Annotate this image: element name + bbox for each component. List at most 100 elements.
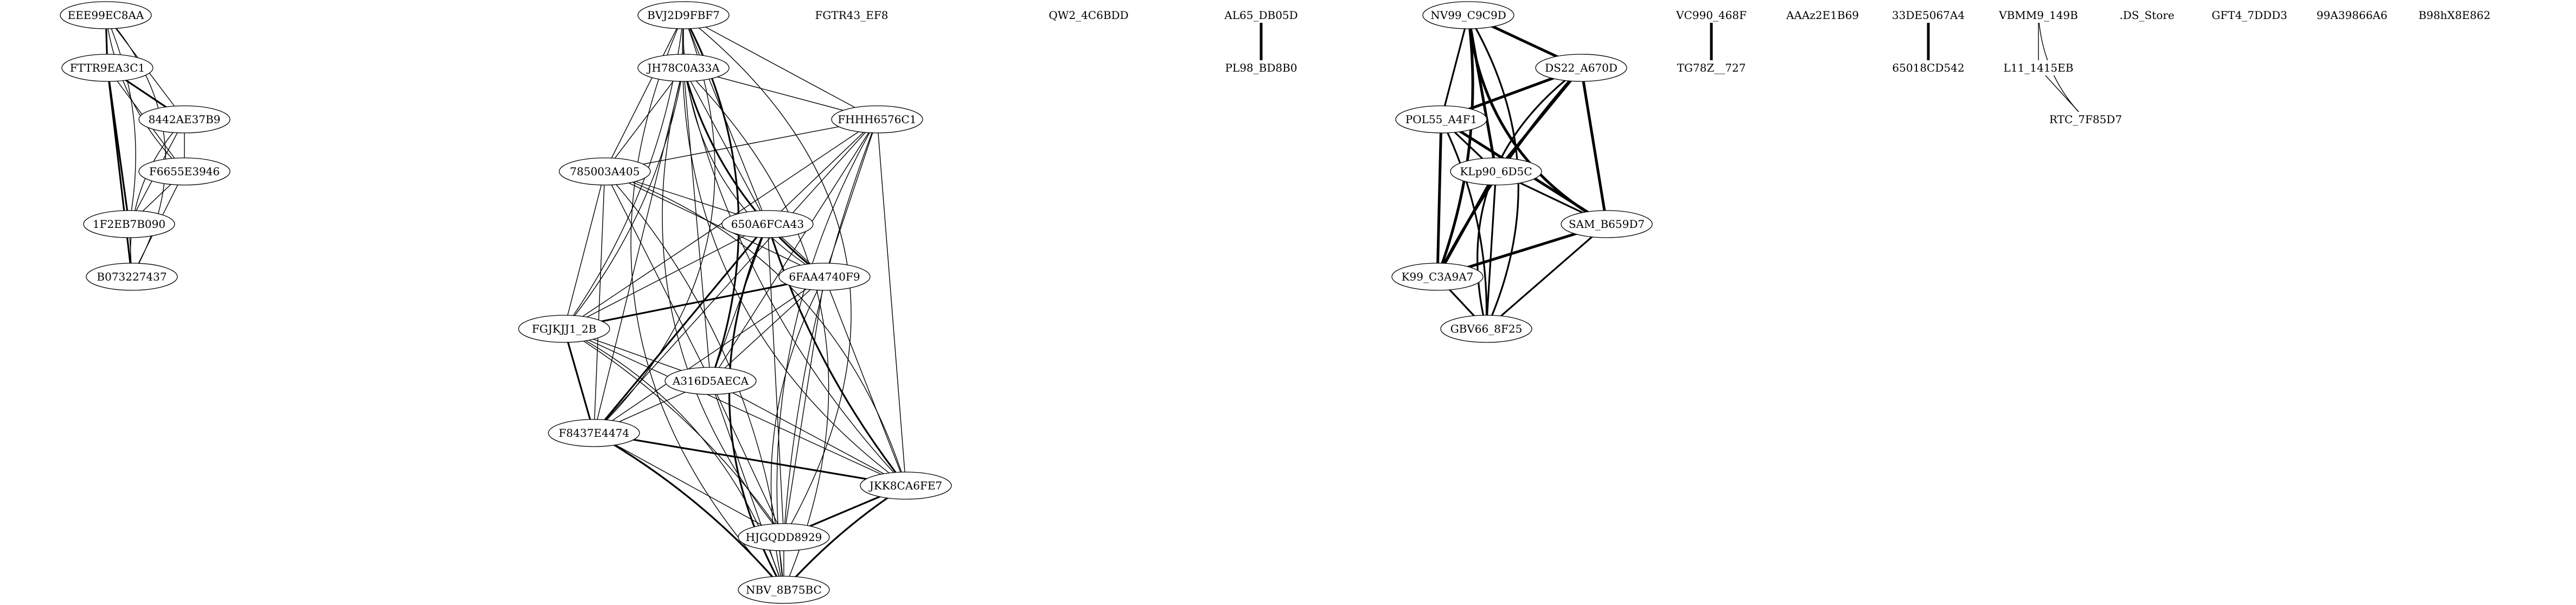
node-label: SAM_B659D7 bbox=[1569, 218, 1645, 231]
node-label-background bbox=[1052, 8, 1126, 23]
edge-bvj2d9fbf7-to-fhhh6576c1 bbox=[683, 15, 878, 120]
node-f6655e3946[interactable]: F6655E3946 bbox=[138, 157, 231, 186]
node-1f2eb7b090[interactable]: 1F2EB7B090 bbox=[83, 210, 175, 238]
node-65018cd542[interactable]: 65018CD542 bbox=[1891, 60, 1965, 75]
node-label: HJGQDD8929 bbox=[746, 531, 822, 544]
edge-jh78c0a33a-to-nbv-8b75bc bbox=[683, 67, 829, 590]
node-gft4-7ddd3[interactable]: GFT4_7DDD3 bbox=[2211, 8, 2287, 23]
node-label: EEE99EC8AA bbox=[68, 9, 144, 22]
node-33de5067a4[interactable]: 33DE5067A4 bbox=[1891, 8, 1965, 23]
edge-fhhh6576c1-to-785003a405 bbox=[604, 119, 878, 172]
node-ellipse bbox=[721, 210, 814, 238]
node-label-background bbox=[1786, 8, 1859, 23]
node-pol55-a4f1[interactable]: POL55_A4F1 bbox=[1395, 105, 1487, 133]
edge-fhhh6576c1-to-jkk8ca6fe7 bbox=[877, 119, 906, 486]
node-8442ae37b9[interactable]: 8442AE37B9 bbox=[138, 105, 231, 133]
node-label: F8437E4474 bbox=[559, 426, 629, 440]
node-650a6fca43[interactable]: 650A6FCA43 bbox=[721, 210, 814, 238]
node-vbmm9-149b[interactable]: VBMM9_149B bbox=[1998, 8, 2078, 23]
node-label: NBV_8B75BC bbox=[746, 583, 822, 596]
node-rtc-7f85d7[interactable]: RTC_7F85D7 bbox=[2049, 112, 2123, 127]
node-label-background bbox=[815, 8, 889, 23]
node-sam-b659d7[interactable]: SAM_B659D7 bbox=[1561, 210, 1653, 238]
node-tg78z-727[interactable]: TG78Z__727 bbox=[1674, 60, 1748, 75]
node-label: POL55_A4F1 bbox=[1405, 113, 1477, 126]
node-al65-db05d[interactable]: AL65_DB05D bbox=[1224, 8, 1298, 23]
edge-6faa4740f9-to-hjgqdd8929 bbox=[783, 276, 825, 538]
node-label: 65018CD542 bbox=[1892, 61, 1964, 74]
node-ellipse bbox=[664, 367, 757, 395]
node-a316d5aeca[interactable]: A316D5AECA bbox=[664, 367, 757, 395]
node-vc990-468f[interactable]: VC990_468F bbox=[1674, 8, 1748, 23]
node-label: GBV66_8F25 bbox=[1450, 322, 1523, 335]
node-fgjkjj1-2b[interactable]: FGJKJJ1_2B bbox=[518, 315, 610, 343]
node-fgtr43-ef8[interactable]: FGTR43_EF8 bbox=[815, 8, 889, 23]
edge-785003a405-to-jkk8ca6fe7 bbox=[604, 171, 906, 486]
edge-650a6fca43-to-f8437e4474 bbox=[593, 223, 769, 434]
edge-6faa4740f9-to-fgjkjj1-2b bbox=[564, 276, 825, 330]
node-nbv-8b75bc[interactable]: NBV_8B75BC bbox=[738, 576, 830, 604]
edge-klp90-6d5c-to-k99-c3a9a7 bbox=[1436, 170, 1498, 278]
node-ds-store[interactable]: .DS_Store bbox=[2113, 8, 2181, 23]
node-785003a405[interactable]: 785003A405 bbox=[559, 157, 651, 186]
edge-pol55-a4f1-to-gbv66-8f25 bbox=[1440, 119, 1488, 329]
edge-jh78c0a33a-to-f8437e4474 bbox=[593, 67, 684, 434]
node-ellipse bbox=[1422, 1, 1514, 29]
node-label-background bbox=[1224, 8, 1298, 23]
node-b073227437[interactable]: B073227437 bbox=[86, 263, 178, 291]
node-f8437e4474[interactable]: F8437E4474 bbox=[548, 419, 640, 447]
edge-785003a405-to-f8437e4474 bbox=[593, 171, 605, 434]
node-ds22-a670d[interactable]: DS22_A670D bbox=[1535, 54, 1627, 82]
node-label: BVJ2D9FBF7 bbox=[647, 9, 720, 22]
edge-bvj2d9fbf7-to-785003a405 bbox=[604, 15, 684, 172]
node-label: L11_1415EB bbox=[2004, 61, 2074, 74]
node-hjgqdd8929[interactable]: HJGQDD8929 bbox=[738, 523, 830, 551]
node-99a39866a6[interactable]: 99A39866A6 bbox=[2315, 8, 2389, 23]
edge-785003a405-to-a316d5aeca bbox=[604, 171, 711, 381]
node-label: B073227437 bbox=[97, 270, 167, 283]
edge-f8437e4474-to-hjgqdd8929 bbox=[593, 432, 784, 538]
node-label: VC990_468F bbox=[1676, 9, 1747, 22]
node-fttr9ea3c1[interactable]: FTTR9EA3C1 bbox=[61, 54, 154, 82]
node-label: F6655E3946 bbox=[149, 165, 220, 178]
edge-eee99ec8aa-to-1f2eb7b090 bbox=[105, 15, 136, 225]
edge-pol55-a4f1-to-k99-c3a9a7 bbox=[1436, 119, 1443, 277]
edge-l11-1415eb-to-rtc-7f85d7 bbox=[2038, 67, 2086, 120]
node-ellipse bbox=[83, 210, 175, 238]
edge-ds22-a670d-to-sam-b659d7 bbox=[1580, 67, 1608, 225]
node-label-background bbox=[1674, 60, 1748, 75]
edge-785003a405-to-fgjkjj1-2b bbox=[564, 171, 605, 329]
node-nv99-c9c9d[interactable]: NV99_C9C9D bbox=[1422, 1, 1514, 29]
node-ellipse bbox=[518, 315, 610, 343]
node-pl98-bd8b0[interactable]: PL98_BD8B0 bbox=[1224, 60, 1298, 75]
node-b98hx8e862[interactable]: B98hX8E862 bbox=[2418, 8, 2491, 23]
edge-jh78c0a33a-to-fgjkjj1-2b bbox=[564, 67, 684, 329]
node-label: B98hX8E862 bbox=[2419, 9, 2491, 22]
node-gbv66-8f25[interactable]: GBV66_8F25 bbox=[1440, 315, 1532, 343]
node-fhhh6576c1[interactable]: FHHH6576C1 bbox=[831, 105, 923, 133]
node-qw2-4c6bdd[interactable]: QW2_4C6BDD bbox=[1049, 8, 1129, 23]
node-ellipse bbox=[60, 1, 152, 29]
node-label: 33DE5067A4 bbox=[1892, 9, 1965, 22]
node-jkk8ca6fe7[interactable]: JKK8CA6FE7 bbox=[860, 472, 952, 500]
node-aaaz2e1b69[interactable]: AAAz2E1B69 bbox=[1786, 8, 1859, 23]
node-jh78c0a33a[interactable]: JH78C0A33A bbox=[637, 54, 730, 82]
node-l11-1415eb[interactable]: L11_1415EB bbox=[2002, 60, 2075, 75]
node-eee99ec8aa[interactable]: EEE99EC8AA bbox=[60, 1, 152, 29]
edge-fhhh6576c1-to-fgjkjj1-2b bbox=[564, 119, 878, 329]
node-ellipse bbox=[1391, 263, 1484, 291]
node-label-background bbox=[2049, 112, 2123, 127]
node-ellipse bbox=[138, 157, 231, 186]
edge-f8437e4474-to-nbv-8b75bc bbox=[593, 432, 785, 591]
node-6faa4740f9[interactable]: 6FAA4740F9 bbox=[778, 263, 871, 291]
node-klp90-6d5c[interactable]: KLp90_6D5C bbox=[1450, 157, 1542, 186]
edge-jh78c0a33a-to-jkk8ca6fe7 bbox=[683, 67, 906, 486]
node-ellipse bbox=[860, 472, 952, 500]
node-ellipse bbox=[831, 105, 923, 133]
node-label: 8442AE37B9 bbox=[149, 113, 221, 126]
node-label: KLp90_6D5C bbox=[1460, 165, 1532, 178]
node-ellipse bbox=[637, 54, 730, 82]
node-bvj2d9fbf7[interactable]: BVJ2D9FBF7 bbox=[637, 1, 730, 29]
node-k99-c3a9a7[interactable]: K99_C3A9A7 bbox=[1391, 263, 1484, 291]
node-label: VBMM9_149B bbox=[1998, 9, 2078, 22]
